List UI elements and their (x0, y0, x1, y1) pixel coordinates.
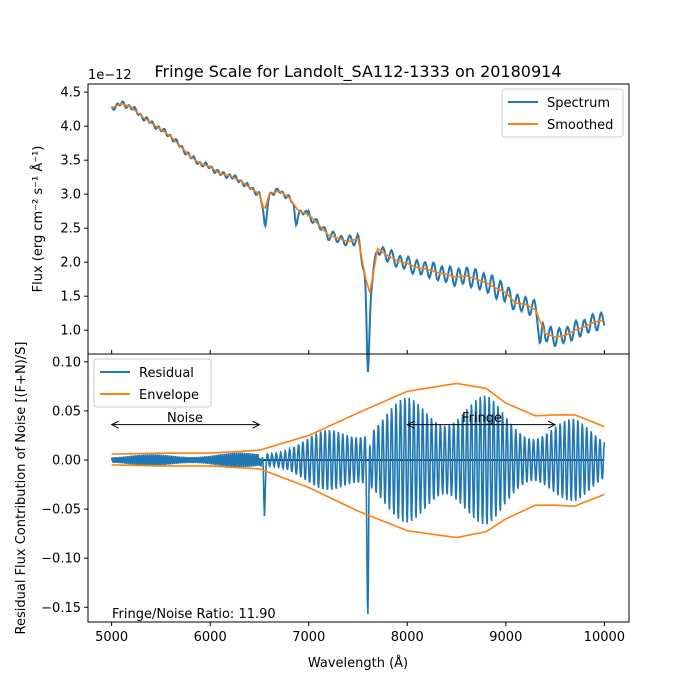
fringe-arrow-left (406, 420, 415, 429)
top-y-tick-label: 2.0 (60, 256, 81, 271)
top-panel: 1e−12 1.0 1.5 2.0 2.5 3.0 3.5 4.0 4.5 Flux (erg… (30, 68, 630, 373)
chart-title: Fringe Scale for Landolt_SA112-1333 on 2… (155, 62, 562, 82)
bottom-y-tick-label: −0.10 (41, 552, 81, 567)
legend-spectrum-label: Spectrum (547, 96, 610, 111)
fringe-arrow-right (547, 420, 557, 429)
bottom-legend: Residual Envelope (93, 358, 212, 408)
x-tick-label: 9000 (489, 630, 522, 645)
bottom-data-layer (110, 382, 606, 615)
bottom-panel: −0.15 −0.10 −0.05 0.00 0.05 0.10 5000 6000 7000… (14, 342, 630, 671)
spectrum-line (110, 100, 606, 373)
x-axis-label: Wavelength (Å) (308, 655, 408, 671)
top-legend: Spectrum Smoothed (501, 88, 624, 138)
bottom-plot-frame (87, 353, 630, 623)
top-y-tick-label: 1.5 (60, 290, 81, 305)
bottom-y-tick-label: −0.15 (41, 601, 81, 616)
noise-arrow-right (252, 420, 261, 429)
noise-arrow-left (110, 420, 119, 429)
bottom-y-tick-label: −0.05 (41, 503, 81, 518)
noise-label: Noise (167, 411, 203, 426)
x-tick-label: 6000 (194, 630, 227, 645)
annotations: Noise Fringe Fringe/Noise Ratio: 11.90 (110, 411, 557, 622)
top-data-layer (110, 100, 606, 373)
x-ticks: 5000 6000 7000 8000 9000 10000 (95, 350, 625, 645)
fringe-noise-ratio: Fringe/Noise Ratio: 11.90 (112, 607, 276, 622)
top-y-tick-label: 4.0 (60, 120, 81, 135)
top-y-label: Flux (erg cm⁻² s⁻¹ Å⁻¹) (30, 146, 46, 293)
residual-line (110, 395, 606, 615)
x-tick-label: 10000 (584, 630, 625, 645)
bottom-y-label: Residual Flux Contribution of Noise [(F+… (14, 342, 29, 635)
x-tick-label: 7000 (292, 630, 325, 645)
top-y-ticks: 1.0 1.5 2.0 2.5 3.0 3.5 4.0 4.5 (60, 86, 88, 339)
top-y-tick-label: 2.5 (60, 222, 81, 237)
legend-residual-label: Residual (139, 366, 194, 381)
envelope-upper (111, 382, 605, 455)
bottom-y-tick-label: 0.05 (52, 404, 81, 419)
legend-smoothed-label: Smoothed (547, 118, 613, 133)
top-offset-text: 1e−12 (88, 68, 132, 83)
bottom-y-ticks: −0.15 −0.10 −0.05 0.00 0.05 0.10 (41, 355, 88, 616)
bottom-y-tick-label: 0.10 (52, 355, 81, 370)
top-y-tick-label: 1.0 (60, 324, 81, 339)
fringe-label: Fringe (462, 411, 502, 426)
top-y-tick-label: 4.5 (60, 86, 81, 101)
legend-envelope-label: Envelope (139, 388, 199, 403)
top-y-tick-label: 3.0 (60, 188, 81, 203)
bottom-y-tick-label: 0.00 (52, 454, 81, 469)
smoothed-line (111, 102, 605, 338)
x-tick-label: 8000 (391, 630, 424, 645)
top-y-tick-label: 3.5 (60, 154, 81, 169)
x-tick-label: 5000 (95, 630, 128, 645)
envelope-lower (111, 464, 605, 539)
